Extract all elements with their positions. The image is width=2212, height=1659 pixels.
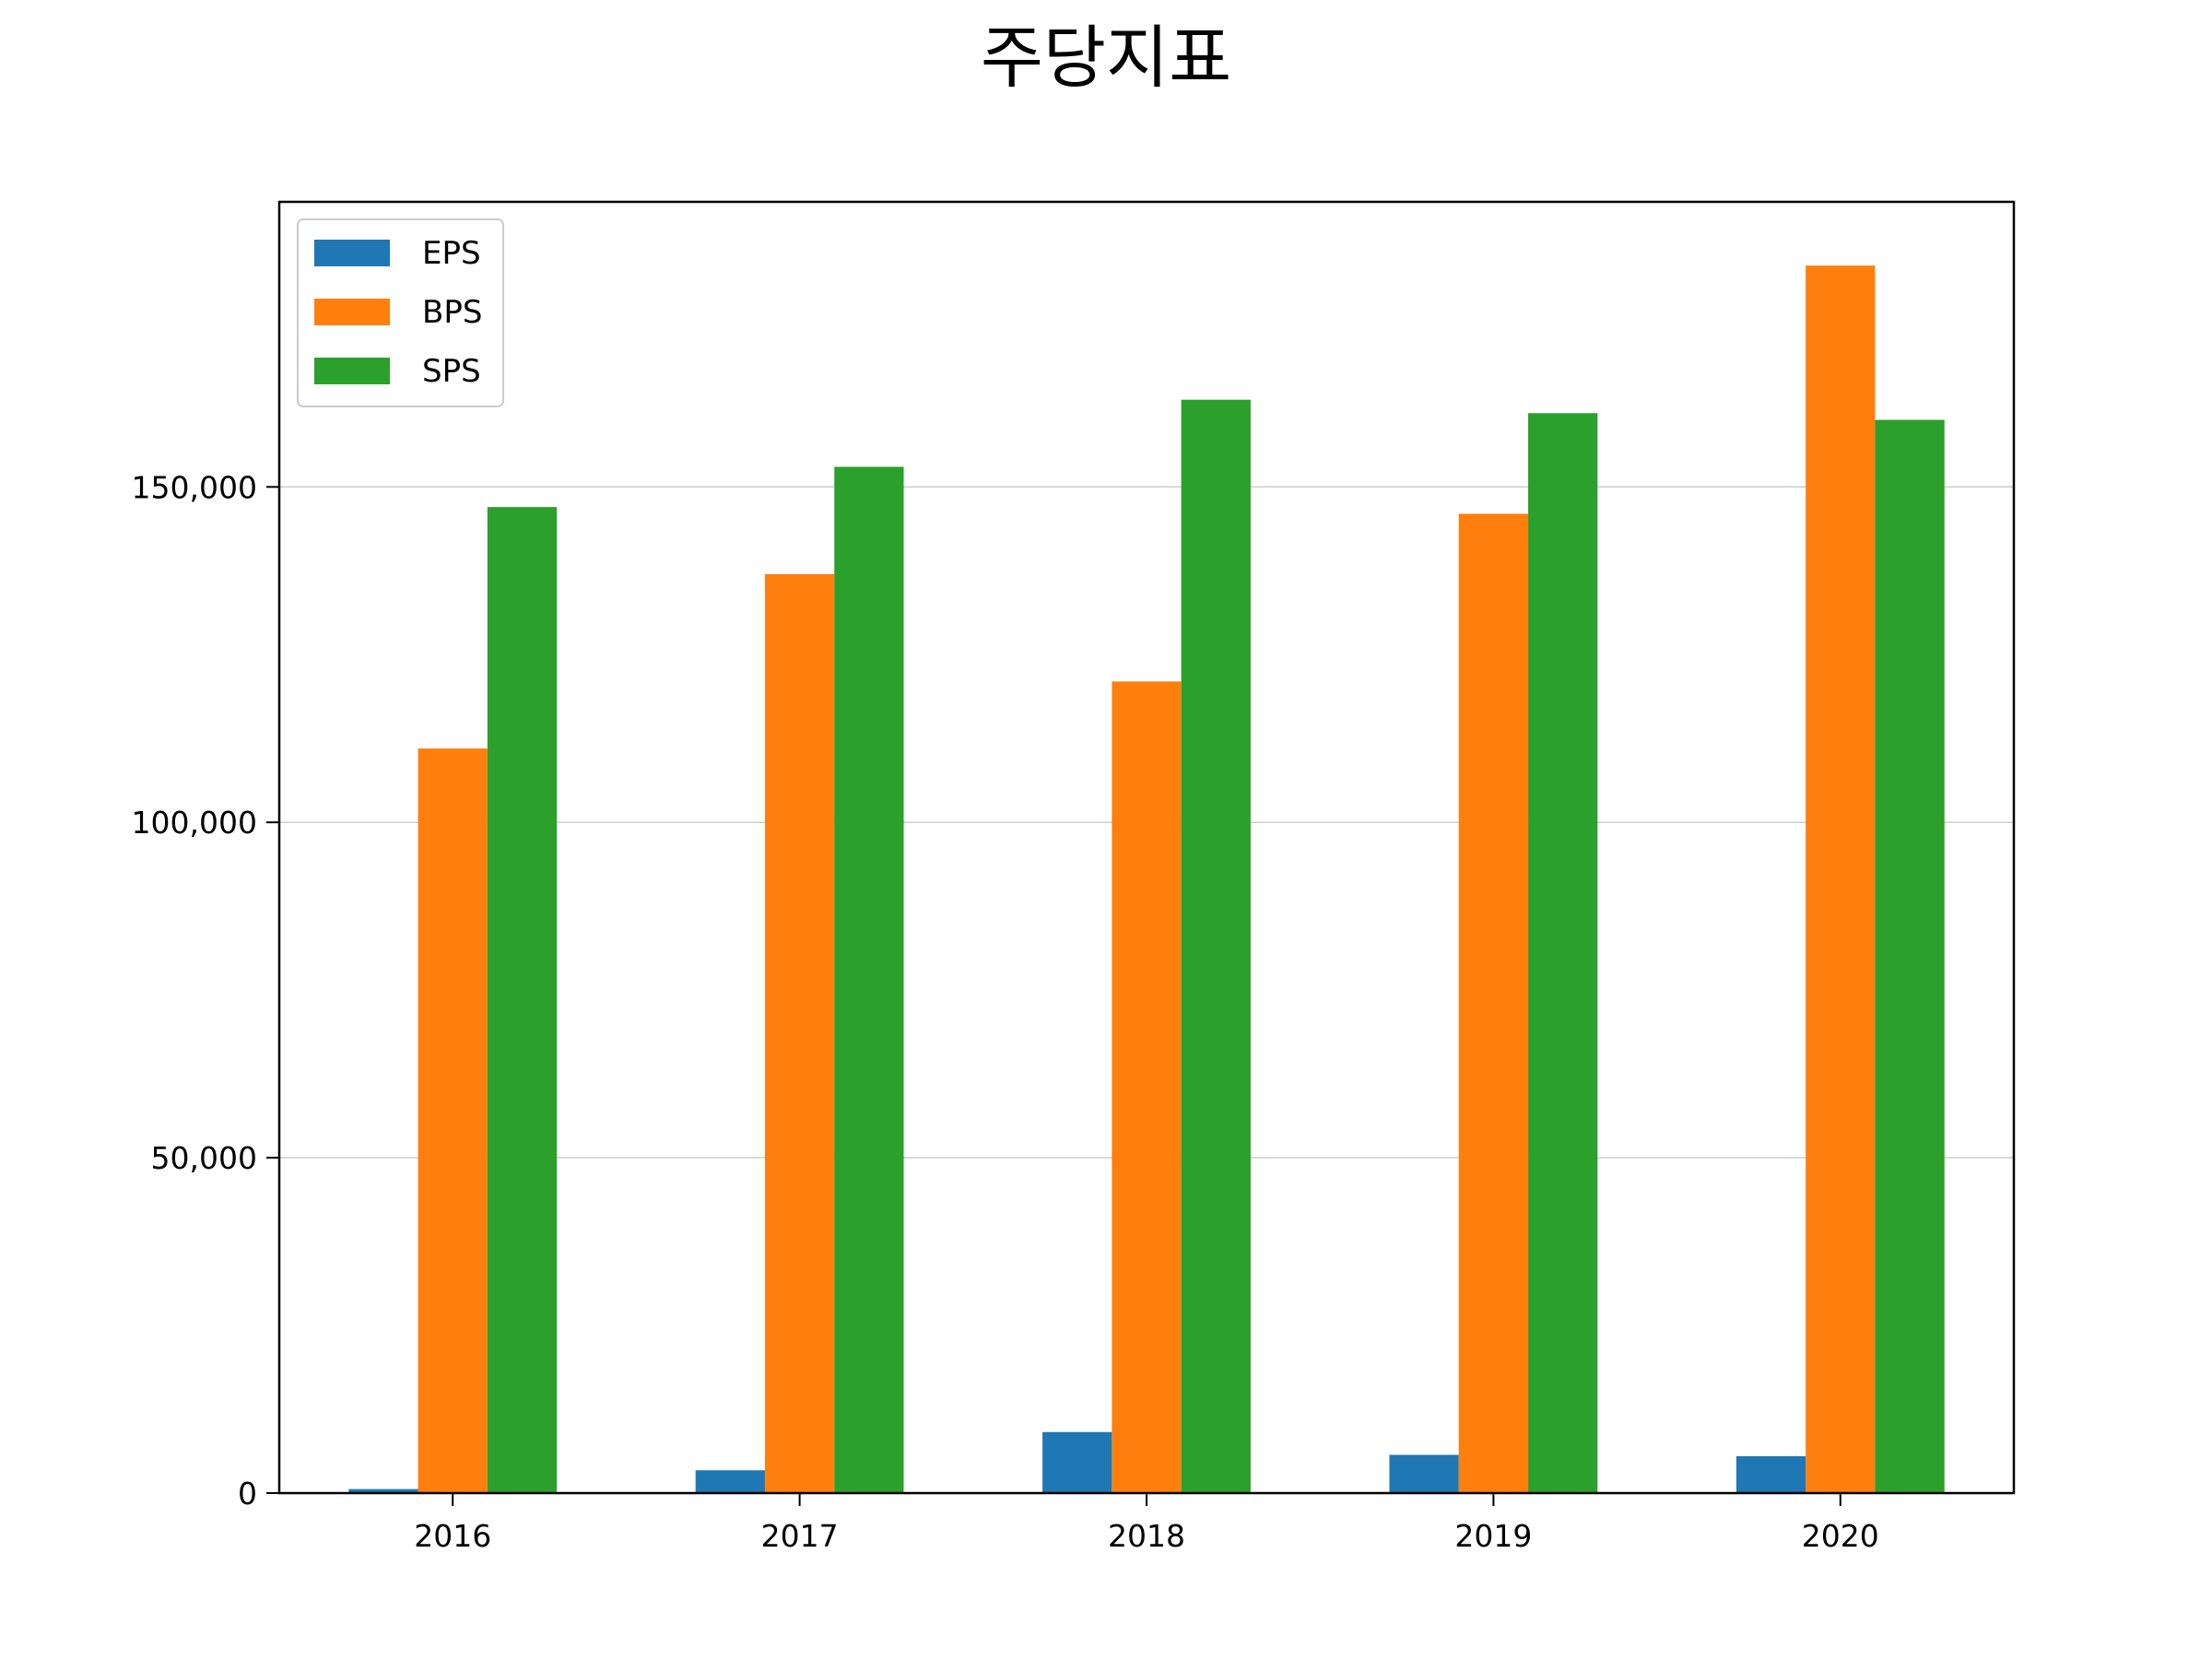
legend-swatch-sps [314, 358, 390, 384]
bar-sps-2020 [1875, 419, 1945, 1493]
bar-eps-2020 [1735, 1455, 1806, 1493]
bars [348, 265, 1945, 1494]
legend-swatch-bps [314, 299, 390, 325]
legend-label-bps: BPS [422, 294, 482, 331]
bar-sps-2019 [1528, 413, 1598, 1494]
legend-label-sps: SPS [422, 353, 481, 390]
bar-eps-2018 [1042, 1431, 1112, 1493]
y-tick-label: 0 [238, 1476, 257, 1512]
x-axis: 2016 2017 2018 2019 2020 [414, 1493, 1879, 1554]
bar-sps-2018 [1181, 399, 1251, 1493]
y-tick-label: 50,000 [151, 1140, 257, 1176]
y-tick-label: 100,000 [132, 805, 257, 841]
bar-bps-2018 [1112, 681, 1182, 1493]
x-tick-label: 2018 [1108, 1518, 1185, 1554]
legend-swatch-eps [314, 240, 390, 266]
bar-bps-2019 [1458, 513, 1529, 1494]
chart-title: 주당지표 [980, 18, 1232, 98]
bar-eps-2019 [1389, 1454, 1459, 1493]
bar-bps-2017 [764, 573, 835, 1493]
x-tick-label: 2020 [1802, 1518, 1879, 1554]
bar-eps-2017 [695, 1470, 765, 1493]
legend-label-eps: EPS [422, 235, 481, 272]
y-tick-label: 150,000 [132, 469, 257, 505]
bar-eps-2016 [348, 1488, 418, 1493]
x-tick-label: 2017 [761, 1518, 839, 1554]
bar-bps-2020 [1806, 265, 1876, 1493]
x-tick-label: 2016 [414, 1518, 491, 1554]
legend: EPS BPS SPS [297, 218, 504, 407]
y-axis: 0 50,000 100,000 150,000 [132, 469, 279, 1512]
bar-bps-2016 [418, 748, 488, 1493]
bar-sps-2017 [834, 466, 904, 1494]
x-tick-label: 2019 [1454, 1518, 1532, 1554]
bar-sps-2016 [487, 507, 558, 1493]
